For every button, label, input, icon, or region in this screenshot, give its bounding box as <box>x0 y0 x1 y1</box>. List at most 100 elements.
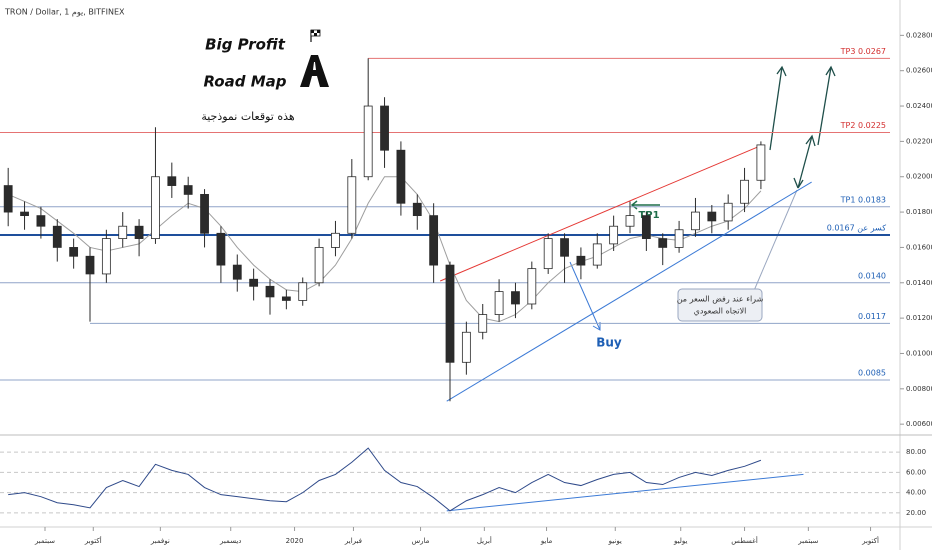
candle-body <box>707 211 717 222</box>
candle-body <box>363 105 373 178</box>
candle-body <box>36 215 46 227</box>
candle-body <box>560 238 569 257</box>
candle-body <box>511 291 520 305</box>
y-tick-label: 0.024000 <box>906 102 932 110</box>
level-label: 0.0140 <box>858 271 886 280</box>
projection-arrows <box>769 65 836 189</box>
x-tick-label: أكتوبر <box>861 536 879 545</box>
candle-body <box>265 285 275 298</box>
candle-body <box>85 255 95 275</box>
candle-body <box>167 176 177 186</box>
candle-body <box>232 264 242 280</box>
candle-body <box>609 225 619 245</box>
buy-label: Buy <box>596 336 622 350</box>
candle-body <box>478 314 488 333</box>
candle-body <box>52 225 62 248</box>
y-tick-label: 40.00 <box>906 489 926 497</box>
candle-body <box>527 268 537 305</box>
candle-body <box>691 211 700 231</box>
trend-line <box>446 473 804 512</box>
y-tick-label: 0.010000 <box>906 349 932 357</box>
headline: Big Profit <box>205 36 286 54</box>
level-label: TP2 0.0225 <box>840 121 886 130</box>
road-icon <box>300 55 329 87</box>
candle-body <box>200 194 209 234</box>
callout-pointer <box>749 189 798 301</box>
candle-body <box>314 247 324 284</box>
candle-body <box>396 149 406 204</box>
y-tick-label: 0.014000 <box>906 279 932 287</box>
x-tick-label: يوليو <box>673 537 687 545</box>
y-tick-label: 20.00 <box>906 509 926 517</box>
x-tick-label: نوفمبر <box>150 537 170 545</box>
y-tick-label: 0.018000 <box>906 208 932 216</box>
candle-body <box>69 247 79 257</box>
x-tick-label: مايو <box>540 537 553 545</box>
x-tick-label: فبراير <box>344 537 362 545</box>
candle-body <box>3 185 13 213</box>
level-label: 0.0117 <box>858 312 886 321</box>
candle-body <box>281 296 291 301</box>
candle-body <box>249 278 259 287</box>
candle-body <box>658 238 668 248</box>
note: هذه توقعات نموذجية <box>201 110 295 123</box>
y-tick-label: 0.022000 <box>906 137 932 145</box>
candle-body <box>183 185 193 195</box>
candle-body <box>347 176 357 234</box>
y-tick-label: 60.00 <box>906 468 926 476</box>
level-label: كسر عن 0.0167 <box>827 224 887 233</box>
x-tick-label: أغسطس <box>731 536 758 545</box>
y-tick-label: 0.008000 <box>906 385 932 393</box>
y-tick-label: 80.00 <box>906 448 926 456</box>
x-tick-label: أكتوبر <box>84 536 102 545</box>
y-tick-label: 0.006000 <box>906 420 932 428</box>
candle-body <box>298 282 308 301</box>
candle-body <box>592 243 602 266</box>
subline: Road Map <box>204 73 287 91</box>
chart-title: TRON / Dollar, 1 يوم, BITFINEX <box>4 8 125 17</box>
y-tick-label: 0.028000 <box>906 31 932 39</box>
candle-body <box>20 211 29 217</box>
x-tick-label: سبتمبر <box>797 537 818 545</box>
candle-body <box>494 291 504 315</box>
candle-body <box>625 215 635 227</box>
candle-body <box>641 215 651 239</box>
buy-arrow <box>569 261 601 331</box>
candle-body <box>331 232 340 248</box>
level-label: 0.0085 <box>858 368 886 377</box>
trend-line <box>439 144 763 282</box>
y-tick-label: 0.016000 <box>906 243 932 251</box>
candle-body <box>412 202 422 217</box>
candle-body <box>740 179 749 204</box>
candle-body <box>445 264 455 363</box>
tp1-arrow <box>630 200 660 210</box>
x-tick-label: أبريل <box>477 536 492 545</box>
level-label: TP3 0.0267 <box>840 47 886 56</box>
candle-body <box>674 229 684 248</box>
rsi-line <box>8 447 762 512</box>
candle-body <box>543 238 553 270</box>
candle-body <box>216 232 226 266</box>
candle-body <box>134 225 144 239</box>
candle-body <box>101 238 111 275</box>
x-tick-label: سبتمبر <box>34 537 55 545</box>
candle-body <box>380 105 389 151</box>
level-label: TP1 0.0183 <box>840 195 886 204</box>
candle-body <box>723 202 733 222</box>
candle-body <box>756 144 766 181</box>
trend-line <box>446 181 812 402</box>
x-tick-label: يونيو <box>608 537 622 545</box>
callout-line: الاتجاه الصعودي <box>694 307 747 316</box>
x-tick-label: 2020 <box>286 537 304 545</box>
flag-icon <box>310 29 321 42</box>
candle-body <box>461 331 471 363</box>
callout-box <box>677 288 763 322</box>
y-tick-label: 0.020000 <box>906 173 932 181</box>
candle-body <box>576 255 586 266</box>
x-tick-label: مارس <box>412 537 430 545</box>
y-tick-label: 0.012000 <box>906 314 932 322</box>
x-tick-label: ديسمبر <box>219 537 241 545</box>
candle-body <box>429 215 439 266</box>
